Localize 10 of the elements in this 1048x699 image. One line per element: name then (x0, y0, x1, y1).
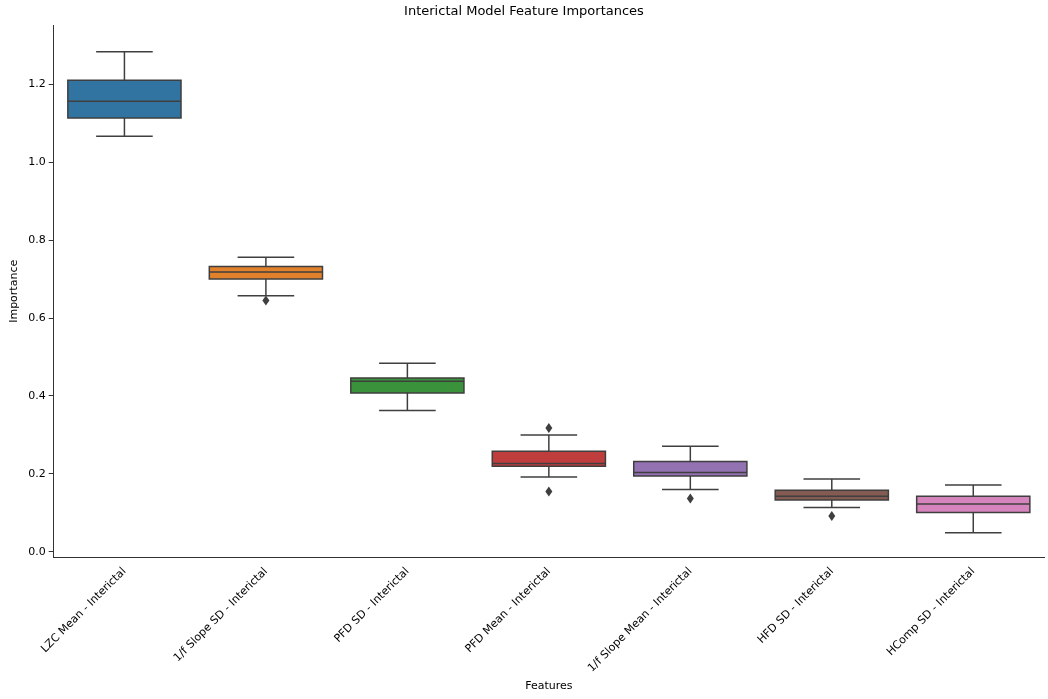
y-tick-label: 1.0 (28, 154, 46, 168)
chart-title: Interictal Model Feature Importances (404, 3, 645, 19)
y-tick-label: 0.0 (28, 544, 46, 558)
x-axis-title: Features (525, 679, 573, 693)
y-tick-label: 1.2 (28, 76, 46, 90)
y-tick-label: 0.8 (28, 232, 46, 246)
y-axis-title: Importance (7, 259, 21, 323)
y-tick-label: 0.4 (28, 388, 46, 402)
y-tick-label: 0.2 (28, 466, 46, 480)
y-tick-label: 0.6 (28, 310, 46, 324)
